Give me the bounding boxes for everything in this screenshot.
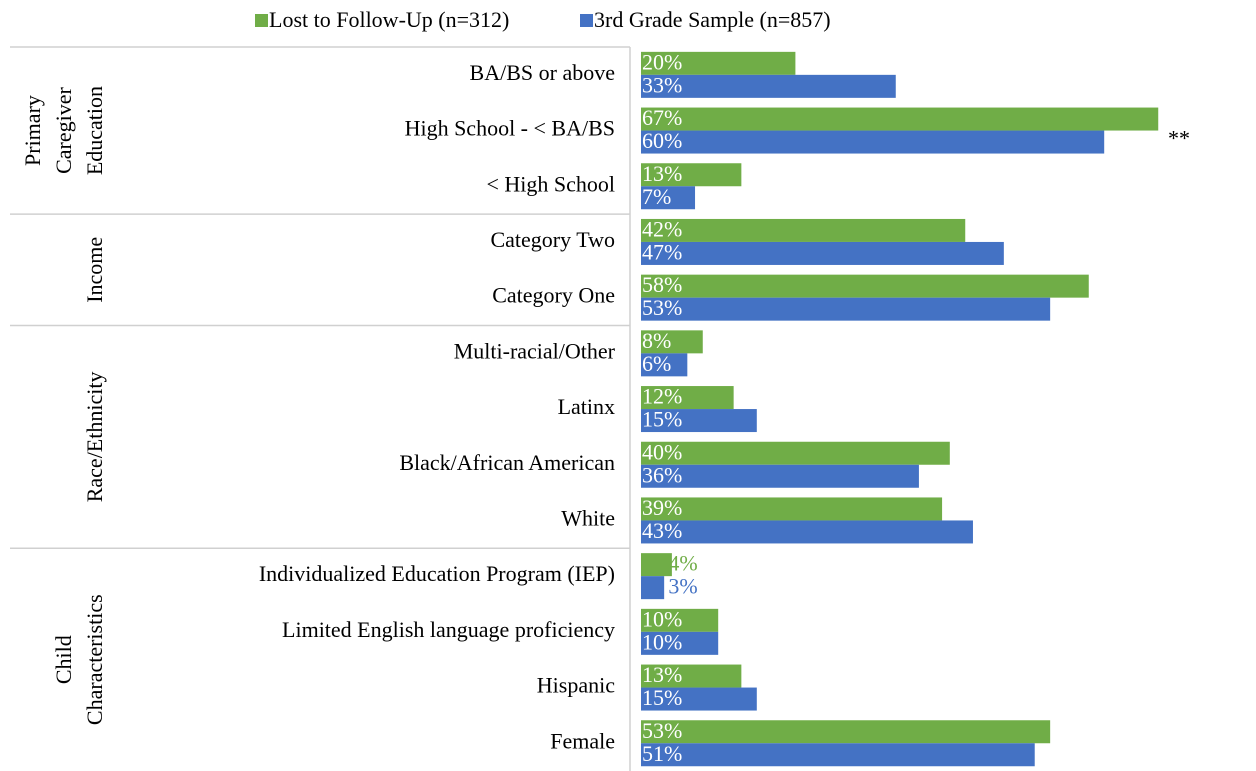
group-label: Race/Ethnicity [82, 372, 107, 503]
value-label: 15% [642, 685, 682, 710]
value-label: 42% [642, 216, 682, 241]
bar [641, 386, 734, 410]
bar [641, 409, 757, 433]
group-label: Child [51, 635, 76, 684]
category-label: Category Two [490, 227, 615, 252]
bar [641, 74, 896, 98]
bar [641, 163, 742, 187]
legend-swatch [580, 14, 593, 27]
category-label: Category One [492, 283, 615, 308]
value-label: 3% [668, 574, 697, 599]
category-label: Female [550, 728, 615, 753]
value-label: 15% [642, 407, 682, 432]
group-label: Characteristics [82, 594, 107, 725]
legend-swatch [255, 14, 268, 27]
value-label: 10% [642, 606, 682, 631]
bar [641, 631, 719, 655]
legend-label: Lost to Follow-Up (n=312) [269, 7, 509, 32]
bar [641, 51, 796, 75]
category-label: Black/African American [399, 450, 615, 475]
value-label: 53% [642, 718, 682, 743]
category-label: < High School [486, 171, 615, 196]
value-label: 60% [642, 128, 682, 153]
bar [641, 553, 672, 577]
bar [641, 464, 919, 488]
bar [641, 218, 966, 242]
category-label: Individualized Education Program (IEP) [259, 561, 615, 586]
value-label: 13% [642, 161, 682, 186]
bar [641, 330, 703, 354]
value-label: 13% [642, 662, 682, 687]
bar [641, 664, 742, 688]
value-label: 8% [642, 328, 671, 353]
bar [641, 241, 1004, 265]
bar [641, 687, 757, 711]
value-label: 51% [642, 741, 682, 766]
value-label: 67% [642, 105, 682, 130]
value-label: 20% [642, 49, 682, 74]
bar [641, 353, 688, 377]
value-label: 33% [642, 72, 682, 97]
group-label: Primary [20, 95, 45, 166]
bar [641, 107, 1159, 131]
value-label: 43% [642, 518, 682, 543]
bar [641, 720, 1051, 744]
value-label: 58% [642, 272, 682, 297]
legend-label: 3rd Grade Sample (n=857) [594, 7, 831, 32]
value-label: 40% [642, 439, 682, 464]
value-label: 6% [642, 351, 671, 376]
category-label: Multi-racial/Other [454, 338, 616, 363]
annotation: ** [1168, 126, 1190, 151]
category-label: High School - < BA/BS [405, 116, 615, 141]
bar [641, 441, 950, 465]
bar [641, 743, 1035, 767]
bar [641, 608, 719, 632]
value-label: 12% [642, 384, 682, 409]
value-label: 36% [642, 462, 682, 487]
value-label: 7% [642, 184, 671, 209]
value-label: 4% [668, 551, 697, 576]
category-label: BA/BS or above [470, 60, 615, 85]
bar [641, 274, 1089, 298]
bar [641, 497, 943, 521]
bar [641, 520, 973, 544]
bar [641, 576, 665, 600]
bar [641, 186, 696, 210]
category-label: White [561, 505, 615, 530]
value-label: 47% [642, 239, 682, 264]
value-label: 39% [642, 495, 682, 520]
category-label: Limited English language proficiency [282, 617, 615, 642]
value-label: 53% [642, 295, 682, 320]
group-label: Caregiver [51, 87, 76, 174]
category-label: Hispanic [537, 673, 615, 698]
category-label: Latinx [558, 394, 615, 419]
bar [641, 130, 1105, 154]
group-label: Income [82, 237, 107, 303]
value-label: 10% [642, 629, 682, 654]
bar [641, 297, 1051, 321]
group-label: Education [82, 86, 107, 175]
